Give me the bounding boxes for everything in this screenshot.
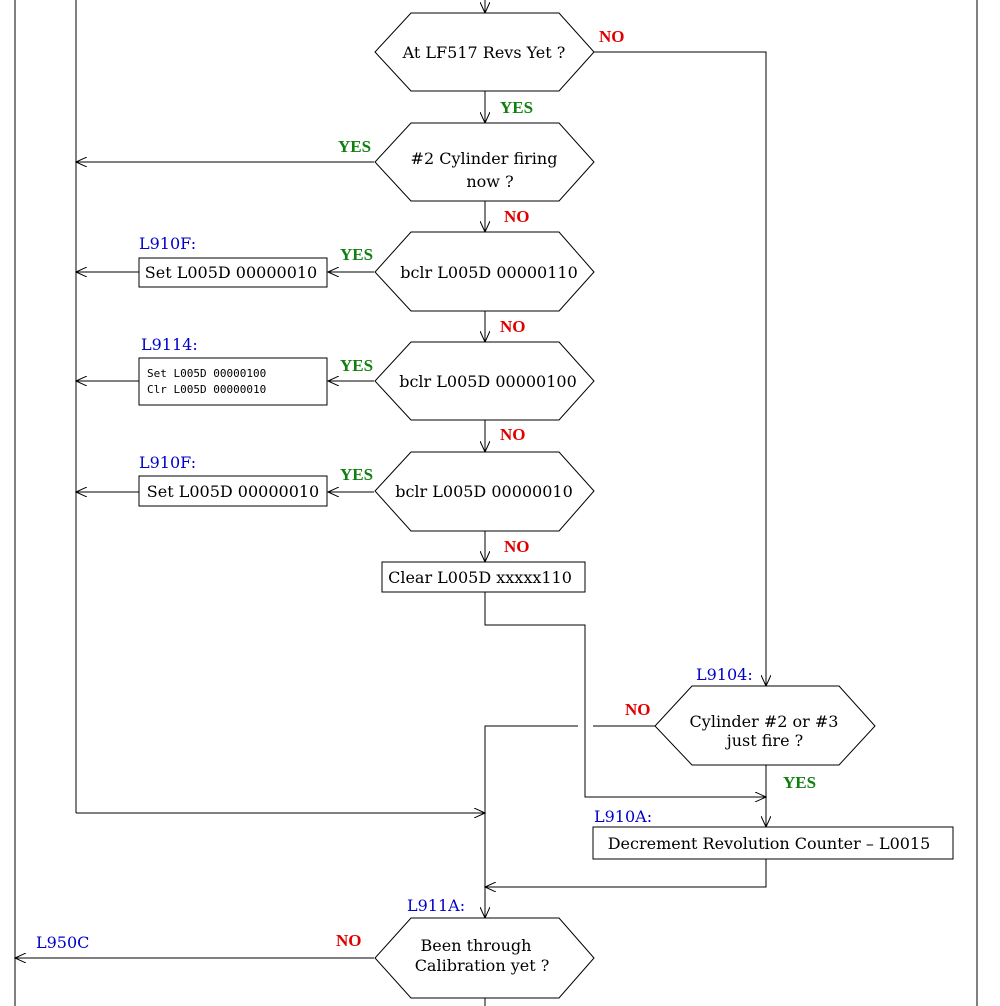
process-l9114-line2: Clr L005D 00000010 [147, 383, 266, 396]
decision-cyl23: Cylinder #2 or #3 just fire ? [654, 685, 876, 766]
label-l9104: L9104: [696, 665, 753, 684]
lf517-no-label: NO [599, 27, 625, 46]
decision-cyl23-line1: Cylinder #2 or #3 [690, 712, 839, 731]
decision-bclr110: bclr L005D 00000110 [374, 231, 595, 312]
process-clear110-text: Clear L005D xxxxx110 [388, 568, 572, 587]
decision-cyl23-line2: just fire ? [725, 731, 803, 750]
cyl23-no-label: NO [625, 700, 651, 719]
cyl2-no-label: NO [504, 207, 530, 226]
process-decrement: Decrement Revolution Counter – L0015 [592, 826, 954, 860]
label-l911a: L911A: [407, 896, 465, 915]
process-set010-a: Set L005D 00000010 [138, 257, 328, 288]
bclr100-yes-label: YES [340, 356, 373, 375]
connectors [15, 0, 766, 1006]
process-clear110: Clear L005D xxxxx110 [381, 561, 586, 593]
bclr010-yes-label: YES [340, 465, 373, 484]
label-l910f-b: L910F: [139, 453, 196, 472]
decision-bclr110-text: bclr L005D 00000110 [400, 263, 578, 282]
process-set010-b-text: Set L005D 00000010 [147, 482, 319, 501]
label-l950c: L950C [36, 933, 89, 952]
cyl23-yes-label: YES [783, 773, 816, 792]
process-l9114-line1: Set L005D 00000100 [147, 367, 266, 380]
bclr100-no-label: NO [500, 425, 526, 444]
process-set010-b: Set L005D 00000010 [138, 475, 328, 507]
decision-calibration-line1: Been through [421, 936, 532, 955]
process-set010-a-text: Set L005D 00000010 [145, 263, 317, 282]
label-l9114: L9114: [141, 335, 198, 354]
label-l910a: L910A: [594, 807, 652, 826]
process-decrement-text: Decrement Revolution Counter – L0015 [608, 834, 931, 853]
decision-cyl2-line1: #2 Cylinder firing [411, 149, 558, 168]
decision-bclr100: bclr L005D 00000100 [374, 341, 595, 421]
decision-cyl2-line2: now ? [466, 172, 513, 191]
cyl2-yes-label: YES [338, 137, 371, 156]
label-l910f-a: L910F: [139, 234, 196, 253]
decision-cyl2: #2 Cylinder firing now ? [374, 122, 595, 202]
decision-bclr010: bclr L005D 00000010 [374, 451, 595, 532]
decision-calibration-line2: Calibration yet ? [415, 956, 550, 975]
bclr110-yes-label: YES [340, 245, 373, 264]
bclr110-no-label: NO [500, 317, 526, 336]
bclr010-no-label: NO [504, 537, 530, 556]
decision-calibration: Been through Calibration yet ? [374, 917, 595, 999]
decision-lf517-text: At LF517 Revs Yet ? [402, 43, 566, 62]
lf517-yes-label: YES [500, 98, 533, 117]
decision-bclr010-text: bclr L005D 00000010 [395, 482, 573, 501]
process-l9114: Set L005D 00000100 Clr L005D 00000010 [138, 357, 328, 406]
decision-lf517: At LF517 Revs Yet ? [374, 12, 595, 92]
decision-bclr100-text: bclr L005D 00000100 [399, 372, 577, 391]
calibration-no-label: NO [336, 931, 362, 950]
